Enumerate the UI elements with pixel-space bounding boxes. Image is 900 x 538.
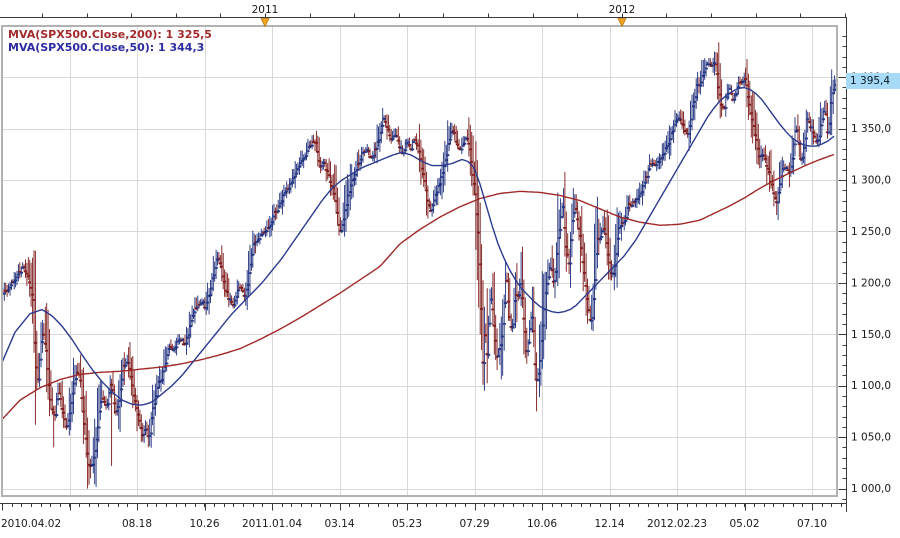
legend-ma50: MVA(SPX500.Close,50): 1 344,3 xyxy=(8,41,205,54)
time-axis-label: 2012.02.23 xyxy=(647,518,707,530)
last-price-tag: 1 395,4 xyxy=(846,73,900,89)
year-label: 2011 xyxy=(252,4,279,16)
candle-bodies-down xyxy=(3,63,830,467)
candle-wicks-up xyxy=(3,51,836,487)
price-axis-label: 1 150,0 xyxy=(851,329,891,341)
time-axis-label: 10.26 xyxy=(189,518,219,530)
time-axis-label: 05.23 xyxy=(392,518,422,530)
candle-bodies-up xyxy=(3,62,836,467)
year-label: 2012 xyxy=(609,4,636,16)
price-axis-label: 1 300,0 xyxy=(851,175,891,187)
time-axis[interactable]: 2010.04.02 08.18 10.26 2011.01.04 03.14 05.23… xyxy=(0,503,847,531)
time-axis-label: 08.18 xyxy=(122,518,152,530)
year-pin-icon xyxy=(617,18,627,28)
time-axis-label: 03.14 xyxy=(324,518,354,530)
time-axis-label: 2010.04.02 xyxy=(1,518,61,530)
gridlines xyxy=(3,27,836,495)
chart-plot-area[interactable] xyxy=(0,26,837,496)
price-axis-label: 1 000,0 xyxy=(851,483,891,495)
candlestick-series xyxy=(3,42,836,489)
legend-ma200: MVA(SPX500.Close,200): 1 325,5 xyxy=(8,28,212,41)
ma50-line xyxy=(3,86,835,406)
price-axis-label: 1 200,0 xyxy=(851,277,891,289)
year-pin-icon xyxy=(260,18,270,28)
price-axis-label: 1 100,0 xyxy=(851,380,891,392)
time-axis-label: 05.02 xyxy=(729,518,759,530)
year-ruler: 2011 2012 xyxy=(0,4,847,28)
time-axis-label: 07.10 xyxy=(797,518,827,530)
price-axis-label: 1 050,0 xyxy=(851,432,891,444)
price-axis[interactable]: 1 400,01 350,01 300,01 250,01 200,01 150… xyxy=(838,17,892,512)
time-axis-label: 2011.01.04 xyxy=(242,518,302,530)
time-axis-label: 10.06 xyxy=(527,518,557,530)
time-axis-label: 07.29 xyxy=(459,518,489,530)
price-axis-label: 1 350,0 xyxy=(851,123,891,135)
time-axis-label: 12.14 xyxy=(594,518,624,530)
plot-border xyxy=(1,25,838,497)
ma200-line xyxy=(3,153,835,420)
candle-wicks-down xyxy=(3,42,828,489)
price-axis-label: 1 250,0 xyxy=(851,226,891,238)
